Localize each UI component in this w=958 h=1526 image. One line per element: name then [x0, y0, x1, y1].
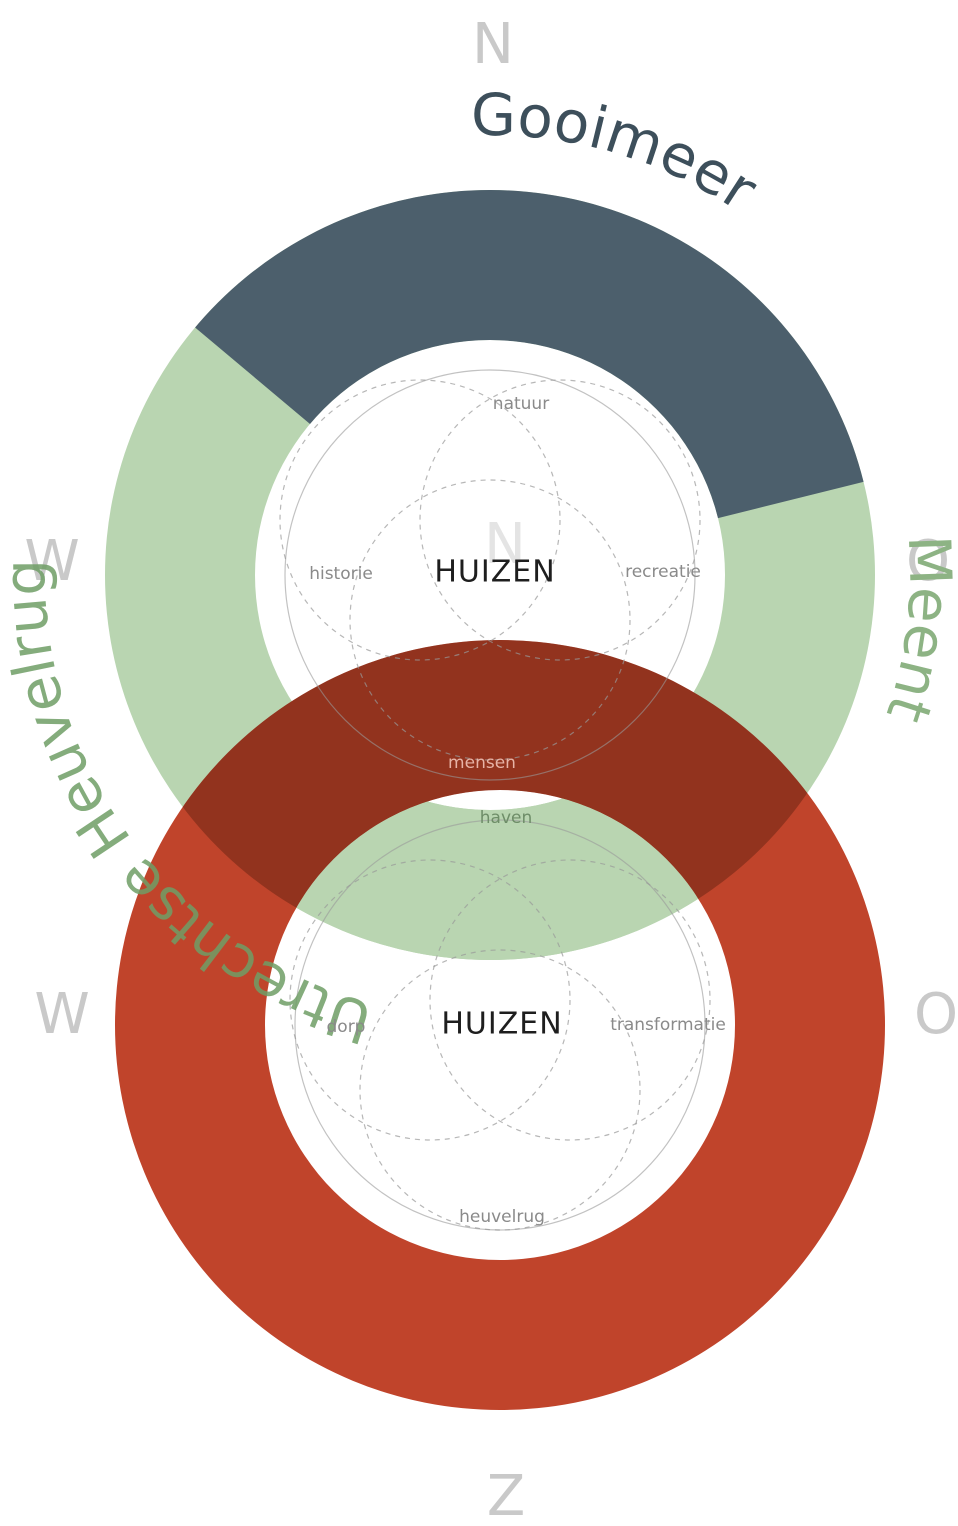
flow-label: haven	[480, 808, 533, 828]
flow-label: natuur	[493, 394, 549, 414]
flow-label: mensen	[448, 753, 516, 773]
compass-north: N	[472, 12, 514, 77]
region-meent: Meent	[873, 534, 958, 731]
flow-label: dorp	[327, 1017, 366, 1037]
compass-south: Z	[487, 1464, 525, 1526]
compass-east: O	[914, 982, 958, 1047]
diagram: N W O W O Z Gooimeer Meent Utrechtse Heu…	[0, 0, 958, 1526]
center-label: HUIZEN	[441, 1007, 562, 1042]
region-label: Meent	[873, 534, 958, 731]
flow-label: heuvelrug	[459, 1207, 545, 1227]
flow-label: historie	[309, 564, 373, 584]
compass-west: W	[34, 982, 89, 1047]
center-label: HUIZEN	[434, 555, 555, 590]
flow-label: recreatie	[625, 562, 701, 582]
flow-label: transformatie	[610, 1015, 726, 1035]
